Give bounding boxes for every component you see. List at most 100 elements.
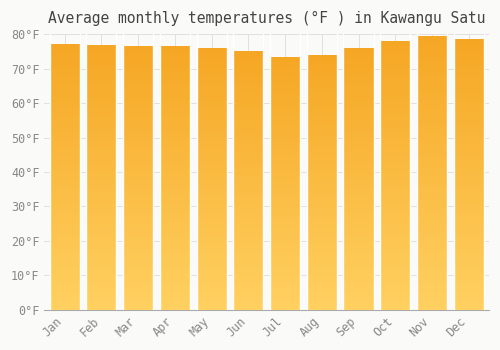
- Bar: [86, 172, 117, 175]
- Bar: [270, 176, 300, 178]
- Bar: [86, 180, 117, 182]
- Bar: [123, 78, 153, 80]
- Bar: [123, 246, 153, 249]
- Bar: [380, 92, 410, 95]
- Bar: [344, 163, 374, 166]
- Bar: [234, 230, 264, 232]
- Bar: [380, 256, 410, 259]
- Bar: [417, 52, 447, 55]
- Bar: [380, 111, 410, 114]
- Bar: [86, 132, 117, 135]
- Bar: [160, 125, 190, 128]
- Bar: [160, 299, 190, 302]
- Bar: [50, 166, 80, 169]
- Bar: [196, 184, 226, 187]
- Bar: [270, 94, 300, 97]
- Bar: [417, 129, 447, 132]
- Bar: [86, 103, 117, 106]
- Bar: [454, 218, 484, 220]
- Bar: [306, 284, 337, 287]
- Bar: [306, 203, 337, 205]
- Bar: [123, 141, 153, 144]
- Bar: [86, 79, 117, 82]
- Bar: [123, 104, 153, 107]
- Bar: [86, 296, 117, 299]
- Bar: [123, 54, 153, 56]
- Bar: [86, 204, 117, 206]
- Bar: [123, 262, 153, 265]
- Bar: [160, 86, 190, 89]
- Bar: [380, 226, 410, 229]
- Bar: [234, 258, 264, 261]
- Bar: [454, 42, 484, 45]
- Bar: [50, 163, 80, 166]
- Bar: [270, 244, 300, 246]
- Bar: [417, 236, 447, 239]
- Bar: [160, 78, 190, 80]
- Bar: [50, 182, 80, 185]
- Bar: [50, 185, 80, 188]
- Bar: [123, 109, 153, 112]
- Bar: [234, 70, 264, 72]
- Bar: [270, 173, 300, 176]
- Bar: [234, 271, 264, 274]
- Bar: [270, 272, 300, 274]
- Bar: [123, 72, 153, 75]
- Bar: [234, 67, 264, 70]
- Bar: [123, 225, 153, 228]
- Bar: [160, 94, 190, 96]
- Bar: [160, 225, 190, 228]
- Bar: [380, 49, 410, 52]
- Bar: [380, 248, 410, 251]
- Bar: [454, 258, 484, 261]
- Bar: [306, 103, 337, 106]
- Bar: [234, 155, 264, 158]
- Bar: [306, 276, 337, 279]
- Bar: [123, 196, 153, 199]
- Bar: [417, 126, 447, 129]
- Bar: [123, 175, 153, 178]
- Bar: [50, 105, 80, 108]
- Bar: [344, 289, 374, 292]
- Bar: [417, 88, 447, 91]
- Bar: [454, 40, 484, 42]
- Bar: [86, 159, 117, 161]
- Bar: [306, 190, 337, 192]
- Bar: [234, 196, 264, 199]
- Bar: [196, 166, 226, 168]
- Bar: [417, 148, 447, 151]
- Bar: [86, 259, 117, 262]
- Bar: [417, 258, 447, 260]
- Bar: [344, 187, 374, 189]
- Bar: [380, 283, 410, 286]
- Bar: [270, 150, 300, 153]
- Bar: [380, 159, 410, 162]
- Bar: [160, 115, 190, 117]
- Bar: [50, 116, 80, 118]
- Bar: [454, 285, 484, 288]
- Bar: [160, 202, 190, 204]
- Bar: [454, 75, 484, 77]
- Bar: [196, 284, 226, 286]
- Bar: [123, 254, 153, 257]
- Bar: [50, 113, 80, 116]
- Bar: [123, 275, 153, 278]
- Bar: [417, 184, 447, 187]
- Bar: [123, 241, 153, 244]
- Bar: [123, 307, 153, 310]
- Bar: [344, 231, 374, 234]
- Bar: [270, 87, 300, 90]
- Bar: [86, 270, 117, 273]
- Bar: [380, 122, 410, 124]
- Bar: [417, 99, 447, 102]
- Bar: [306, 193, 337, 195]
- Bar: [86, 121, 117, 124]
- Bar: [123, 138, 153, 141]
- Bar: [380, 138, 410, 140]
- Bar: [306, 106, 337, 108]
- Bar: [306, 300, 337, 302]
- Bar: [344, 168, 374, 171]
- Bar: [380, 148, 410, 151]
- Bar: [234, 284, 264, 287]
- Bar: [380, 243, 410, 245]
